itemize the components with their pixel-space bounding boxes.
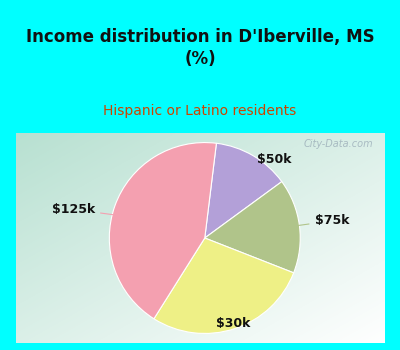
Text: $75k: $75k: [260, 214, 349, 231]
Wedge shape: [205, 182, 300, 273]
Text: $125k: $125k: [52, 203, 152, 220]
Text: City-Data.com: City-Data.com: [303, 139, 373, 149]
Text: $30k: $30k: [216, 290, 250, 330]
Text: $50k: $50k: [234, 153, 292, 191]
Wedge shape: [205, 143, 282, 238]
Text: Income distribution in D'Iberville, MS
(%): Income distribution in D'Iberville, MS (…: [26, 28, 374, 68]
Wedge shape: [154, 238, 294, 334]
Wedge shape: [109, 142, 216, 319]
Text: Hispanic or Latino residents: Hispanic or Latino residents: [103, 104, 297, 118]
